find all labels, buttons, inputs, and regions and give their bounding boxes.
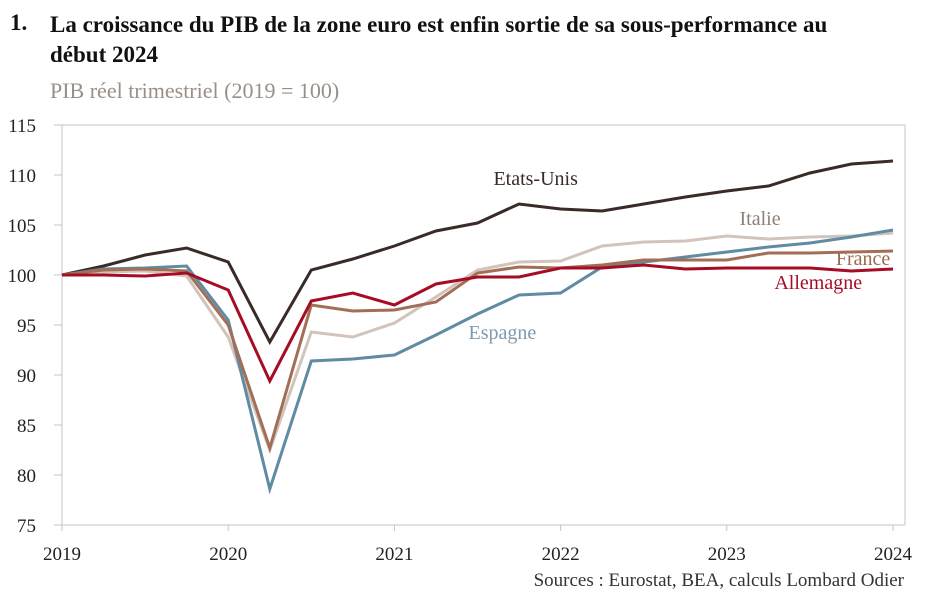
x-tick-label: 2024	[874, 544, 913, 565]
chart-number: 1.	[10, 10, 28, 35]
y-tick-label: 110	[8, 166, 36, 187]
series-line-allemagne	[62, 263, 894, 385]
x-tick-label: 2022	[542, 544, 580, 565]
y-tick-label: 100	[8, 266, 37, 287]
y-tick-label: 90	[17, 366, 36, 387]
series-line-france	[61, 249, 894, 454]
y-tick-label: 80	[17, 466, 36, 487]
x-tick-label: 2023	[708, 544, 746, 565]
chart-title: La croissance du PIB de la zone euro est…	[50, 12, 828, 67]
x-tick-label: 2019	[43, 544, 81, 565]
x-tick-label: 2020	[209, 544, 247, 565]
y-tick-label: 115	[8, 116, 36, 137]
y-tick-label: 95	[17, 316, 36, 337]
series-line-italie	[61, 231, 894, 455]
y-tick-label: 85	[17, 416, 36, 437]
x-tick-label: 2021	[375, 544, 413, 565]
chart-subtitle: PIB réel trimestriel (2019 = 100)	[50, 78, 340, 103]
series-label-espagne: Espagne	[469, 322, 537, 344]
series-line-espagne	[61, 228, 894, 495]
series-label-etats-unis: Etats-Unis	[493, 168, 578, 190]
series-label-allemagne: Allemagne	[774, 272, 862, 294]
y-tick-label: 75	[17, 516, 36, 537]
axes: 75 80 85 90 95 100 105 110 115 2019 2020 2021 2022 20…	[8, 116, 913, 565]
series-label-france: France	[836, 248, 891, 270]
series-line-etats-unis	[61, 159, 894, 346]
source-note: Sources : Eurostat, BEA, calculs Lombard…	[533, 570, 904, 591]
y-tick-label: 105	[8, 216, 37, 237]
series-label-italie: Italie	[739, 208, 780, 230]
series-lines	[61, 159, 894, 495]
